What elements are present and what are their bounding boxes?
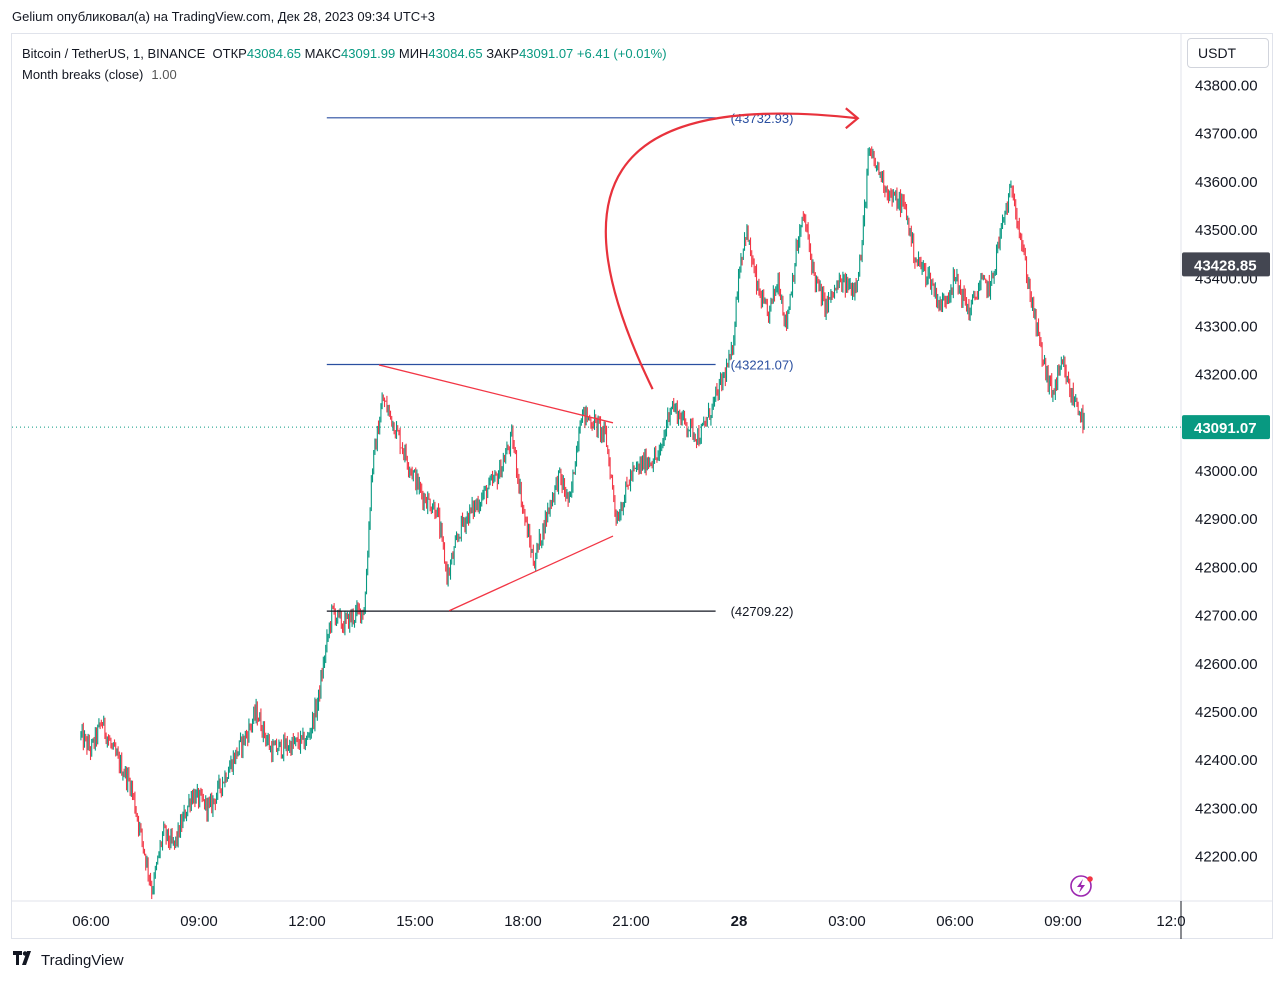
triangle-upper-line[interactable] [378, 364, 614, 424]
legend-high-value: 43091.99 [341, 46, 396, 61]
legend-ohlc-row: Bitcoin / TetherUS, 1, BINANCE ОТКР43084… [22, 43, 667, 64]
currency-button[interactable]: USDT [1187, 38, 1269, 68]
indicator-value: 1.00 [151, 67, 177, 82]
y-tick-label: 42200.00 [1195, 849, 1258, 866]
x-tick-label: 03:00 [828, 913, 866, 930]
candles-group [80, 146, 1085, 900]
indicator-name: Month breaks (close) [22, 67, 144, 82]
y-tick-label: 42700.00 [1195, 608, 1258, 625]
legend-change: +6.41 (+0.01%) [576, 46, 667, 61]
legend-close-value: 43091.07 [519, 46, 574, 61]
x-tick-label: 06:00 [936, 913, 974, 930]
x-tick-label: 28 [731, 913, 748, 930]
x-tick-label: 12:0 [1156, 913, 1185, 930]
lightning-icon[interactable] [1070, 875, 1092, 897]
chart-frame [11, 33, 1273, 939]
arrow-head-icon [845, 107, 860, 130]
lightning-bolt-icon [1077, 879, 1085, 893]
indicator-legend[interactable]: Month breaks (close) 1.00 [22, 64, 667, 85]
legend-low-label: МИН [398, 46, 429, 61]
y-tick-label: 43200.00 [1195, 367, 1258, 384]
x-tick-label: 18:00 [504, 913, 542, 930]
x-tick-label: 09:00 [180, 913, 218, 930]
tradingview-logo-icon [13, 951, 37, 970]
notification-dot-icon [1087, 876, 1093, 882]
x-tick-label: 12:00 [288, 913, 326, 930]
y-tick-label: 43800.00 [1195, 78, 1258, 95]
y-tick-label: 43600.00 [1195, 174, 1258, 191]
legend-open-label: ОТКР [212, 46, 247, 61]
y-tick-label: 43500.00 [1195, 222, 1258, 239]
legend-high-label: МАКС [304, 46, 341, 61]
last-price-badge [1182, 415, 1270, 440]
y-tick-label: 42400.00 [1195, 752, 1258, 769]
last-price-badge-label: 43091.07 [1194, 420, 1257, 437]
footer-brand[interactable]: TradingView [13, 951, 124, 970]
x-tick-label: 21:00 [612, 913, 650, 930]
x-tick-label: 06:00 [72, 913, 110, 930]
legend-symbol[interactable]: Bitcoin / TetherUS, 1, BINANCE [22, 46, 206, 61]
x-tick-label: 09:00 [1044, 913, 1082, 930]
curved-arrow[interactable] [604, 112, 858, 390]
y-tick-label: 42600.00 [1195, 656, 1258, 673]
legend-close-label: ЗАКР [486, 46, 520, 61]
y-tick-label: 42300.00 [1195, 800, 1258, 817]
legend-low-value: 43084.65 [428, 46, 483, 61]
triangle-lower-line[interactable] [448, 535, 614, 612]
y-tick-label: 42800.00 [1195, 559, 1258, 576]
level-label: (43221.07) [731, 357, 794, 372]
level-badge [1182, 252, 1270, 277]
level-label: (42709.22) [731, 604, 794, 619]
published-line: Gelium опубликовал(а) на TradingView.com… [12, 9, 436, 24]
level-badge-label: 43428.85 [1194, 257, 1257, 274]
x-tick-label: 15:00 [396, 913, 434, 930]
y-tick-label: 42900.00 [1195, 511, 1258, 528]
legend-open-value: 43084.65 [246, 46, 302, 61]
chart-legend: Bitcoin / TetherUS, 1, BINANCE ОТКР43084… [22, 43, 667, 85]
y-tick-label: 43300.00 [1195, 318, 1258, 335]
y-tick-label: 43000.00 [1195, 463, 1258, 480]
y-tick-label: 42500.00 [1195, 704, 1258, 721]
y-tick-label: 43700.00 [1195, 126, 1258, 143]
footer-brand-label: TradingView [41, 952, 124, 969]
